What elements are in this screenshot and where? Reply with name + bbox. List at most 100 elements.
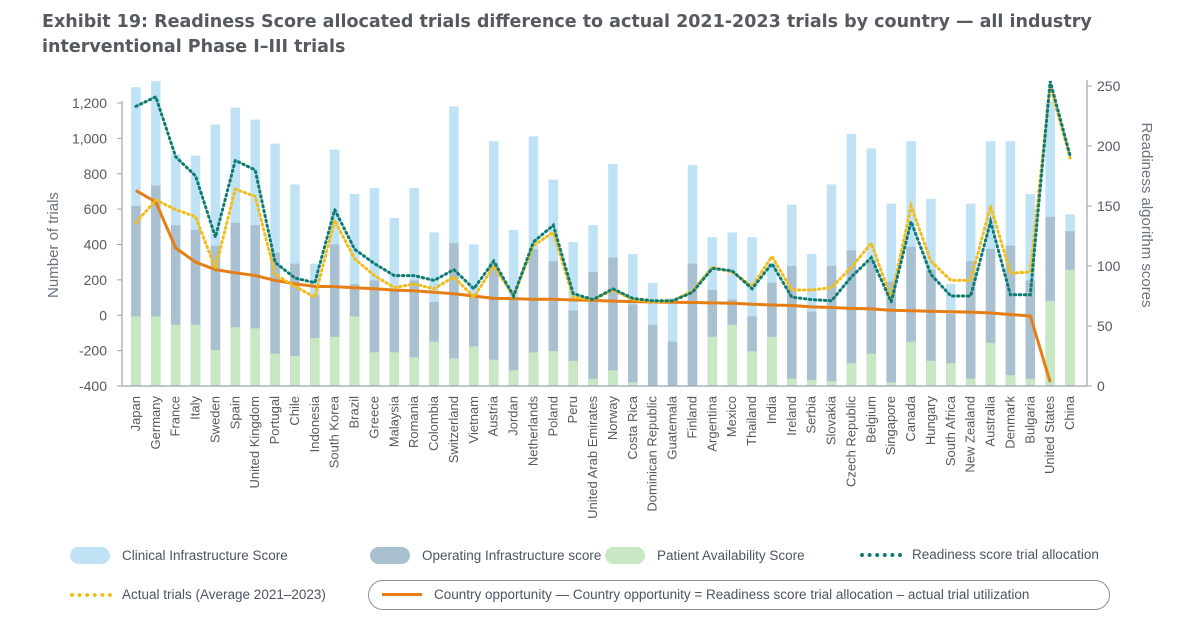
y-axis-label: Number of trials [45,192,62,298]
x-tick-label-8: Chile [287,396,302,426]
bar-operating-4 [210,245,221,386]
bar-patient-17 [469,346,479,386]
x-tick-label-6: United Kingdom [247,396,262,489]
bar-patient-38 [886,382,896,386]
x-tick-label-32: India [764,395,779,424]
bar-operating-33 [787,266,797,386]
bar-patient-30 [727,324,737,386]
legend-label-clinical: Clinical Infrastructure Score [122,548,288,563]
legend-item-operating: Operating Infrastructure score [370,547,601,564]
bar-operating-37 [866,261,877,386]
bar-operating-21 [548,261,559,386]
bar-patient-2 [170,324,181,386]
bar-operating-10 [329,244,340,386]
x-tick-label-26: Dominican Republic [645,396,660,512]
line-readiness-allocation [134,80,1072,307]
y2-tick-label-1: 50 [1097,318,1113,334]
bar-patient-15 [429,341,439,386]
bar-patient-40 [926,360,936,386]
bar-operating-25 [628,304,638,386]
bars-group [131,81,1075,387]
bar-patient-43 [985,342,996,386]
legend-line-opportunity [382,593,422,596]
x-tick-label-43: Australia [983,395,998,446]
bar-operating-17 [469,294,479,386]
legend-line-actual [70,592,112,597]
bar-operating-5 [230,222,241,386]
legend-label-patient: Patient Availability Score [657,548,805,563]
x-tick-label-2: France [168,396,183,436]
x-tick-label-12: Greece [366,396,381,439]
bar-patient-45 [1025,378,1036,386]
bar-operating-20 [528,249,539,386]
bar-operating-6 [250,225,260,386]
y2-tick-label-2: 100 [1097,258,1121,274]
bar-patient-36 [846,363,857,386]
bar-patient-5 [230,327,241,386]
x-tick-label-21: Poland [545,396,560,436]
legend: Clinical Infrastructure Score Operating … [70,540,1150,620]
x-tick-label-31: Thailand [744,396,759,446]
bar-patient-39 [906,341,916,386]
y-tick-label-6: 800 [84,166,108,182]
x-tick-label-22: Peru [565,396,580,423]
bar-operating-1 [151,185,161,386]
bar-patient-35 [826,381,837,386]
bar-patient-1 [151,316,161,386]
bar-patient-42 [965,378,976,386]
bar-patient-21 [548,351,559,386]
bar-operating-40 [926,269,936,386]
bar-operating-24 [608,257,618,386]
x-tick-label-25: Costa Rica [625,395,640,459]
legend-swatch-clinical [70,547,110,564]
x-tick-label-35: Slovakia [824,395,839,445]
legend-label-actual: Actual trials (Average 2021–2023) [122,587,326,602]
chart-title: Exhibit 19: Readiness Score allocated tr… [42,12,1092,57]
bar-patient-34 [806,380,817,386]
chart: Number of trials Readiness algorithm sco… [45,78,1155,519]
bar-operating-27 [667,341,678,386]
x-tick-label-4: Sweden [207,396,222,443]
bar-operating-36 [846,250,857,386]
x-tick-label-23: United Arab Emirates [585,396,600,519]
x-tick-label-44: Denmark [1002,396,1017,449]
bar-patient-9 [310,338,320,386]
bar-operating-19 [508,299,519,386]
y2-tick-label-0: 0 [1097,378,1105,394]
y2-tick-label-5: 250 [1097,78,1121,94]
x-tick-label-7: Portugal [267,396,282,445]
x-tick-label-0: Japan [128,396,143,431]
x-tick-label-38: Singapore [883,396,898,455]
x-tick-label-30: Mexico [724,396,739,437]
x-tick-label-18: Austria [486,395,501,436]
bar-operating-34 [806,311,817,386]
bar-patient-24 [608,370,618,386]
bar-clinical-31 [747,237,757,386]
bar-patient-14 [409,357,419,386]
x-tick-label-40: Hungary [923,396,938,446]
x-tick-label-34: Serbia [804,395,819,433]
bar-operating-43 [985,249,996,386]
x-tick-label-15: Colombia [426,395,441,451]
x-tick-label-13: Malaysia [386,395,401,447]
bar-patient-12 [369,352,380,386]
bar-operating-32 [767,282,777,386]
bar-patient-33 [787,378,797,386]
x-tick-label-11: Brazil [347,396,362,429]
bar-patient-8 [290,356,300,386]
x-tick-label-33: Ireland [784,396,799,436]
bar-operating-18 [488,262,499,386]
x-tick-label-45: Bulgaria [1022,395,1037,443]
x-tick-label-24: Norway [605,396,620,441]
bar-patient-46 [1045,300,1055,386]
bar-operating-22 [568,310,578,386]
bar-patient-22 [568,360,578,386]
bar-patient-6 [250,328,260,386]
x-tick-label-10: South Korea [327,395,342,468]
legend-label-operating: Operating Infrastructure score [422,548,602,563]
legend-swatch-operating [370,547,410,564]
legend-opportunity-box [368,580,1110,610]
bar-patient-11 [349,316,360,386]
x-tick-label-9: Indonesia [307,395,322,452]
x-tick-label-39: Canada [903,395,918,441]
